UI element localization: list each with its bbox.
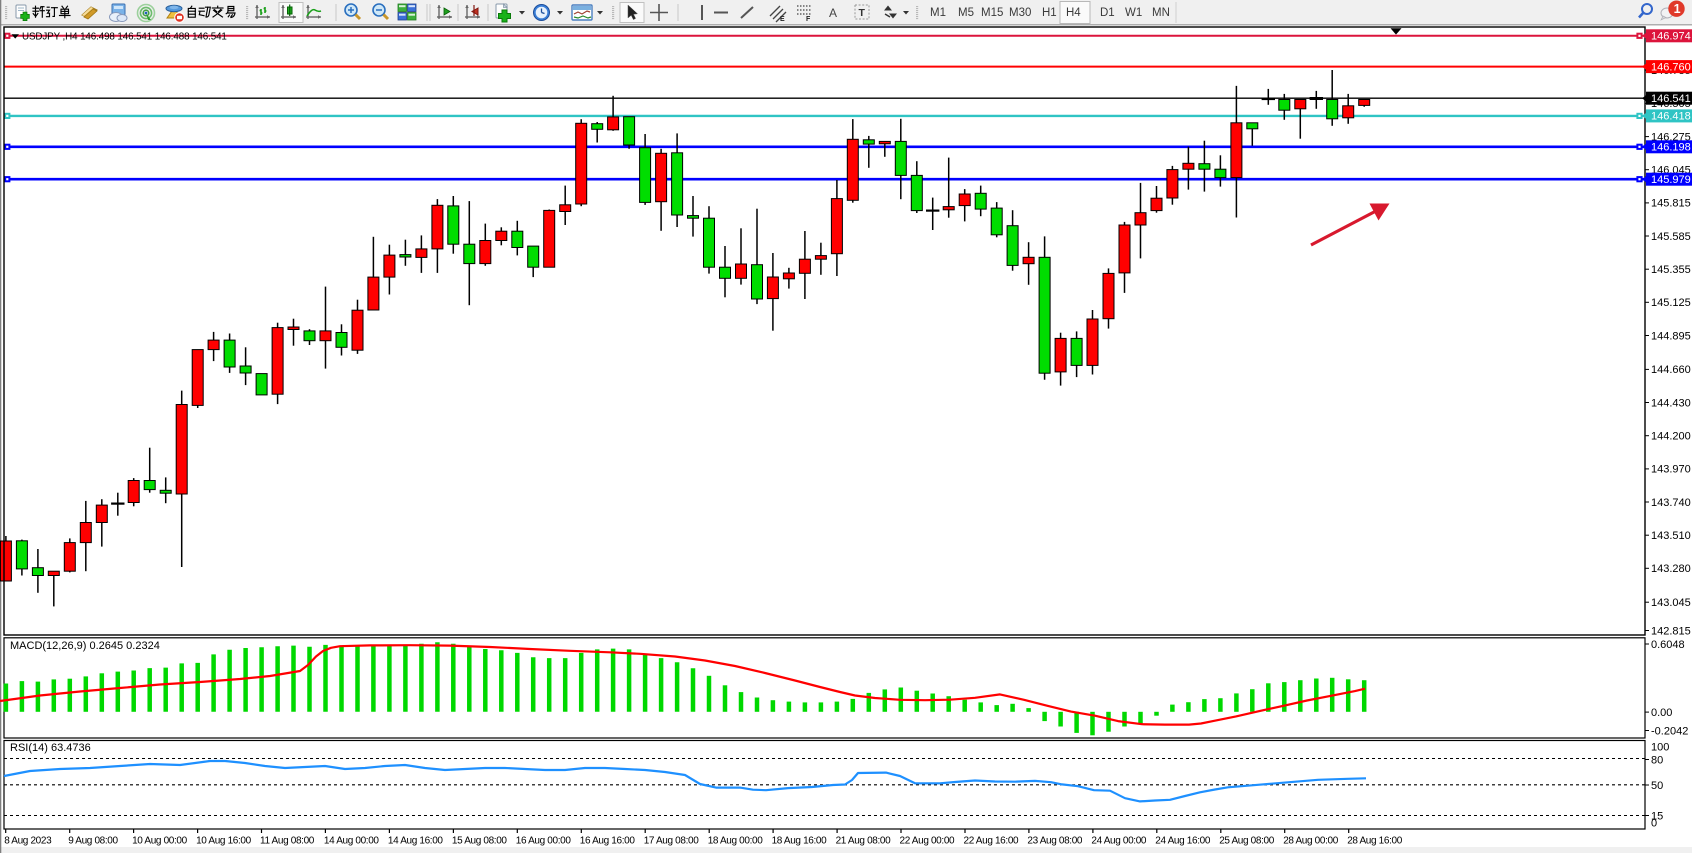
svg-text:145.979: 145.979 [1651, 174, 1691, 186]
svg-text:14 Aug 00:00: 14 Aug 00:00 [324, 836, 380, 847]
svg-text:18 Aug 16:00: 18 Aug 16:00 [772, 836, 828, 847]
svg-text:145.355: 145.355 [1651, 264, 1691, 276]
svg-text:143.280: 143.280 [1651, 563, 1691, 575]
svg-text:146.974: 146.974 [1651, 31, 1691, 43]
svg-text:D1: D1 [1100, 7, 1115, 19]
svg-text:M5: M5 [958, 7, 974, 19]
svg-text:RSI(14) 63.4736: RSI(14) 63.4736 [10, 742, 91, 754]
svg-text:28 Aug 16:00: 28 Aug 16:00 [1347, 836, 1403, 847]
svg-text:22 Aug 16:00: 22 Aug 16:00 [964, 836, 1020, 847]
svg-text:M30: M30 [1009, 7, 1031, 19]
svg-text:144.430: 144.430 [1651, 397, 1691, 409]
svg-text:21 Aug 08:00: 21 Aug 08:00 [836, 836, 892, 847]
svg-text:28 Aug 00:00: 28 Aug 00:00 [1283, 836, 1339, 847]
svg-text:14 Aug 16:00: 14 Aug 16:00 [388, 836, 444, 847]
svg-text:80: 80 [1651, 754, 1663, 766]
svg-text:50: 50 [1651, 780, 1663, 792]
svg-text:22 Aug 00:00: 22 Aug 00:00 [900, 836, 956, 847]
svg-text:144.895: 144.895 [1651, 330, 1691, 342]
svg-text:146.198: 146.198 [1651, 142, 1691, 154]
svg-text:9 Aug 08:00: 9 Aug 08:00 [68, 836, 118, 847]
svg-text:100: 100 [1651, 741, 1669, 753]
svg-text:E: E [780, 16, 785, 23]
svg-text:0.00: 0.00 [1651, 707, 1672, 719]
svg-text:11 Aug 08:00: 11 Aug 08:00 [260, 836, 315, 847]
svg-text:23 Aug 08:00: 23 Aug 08:00 [1027, 836, 1083, 847]
svg-text:146.418: 146.418 [1651, 111, 1691, 123]
svg-text:144.660: 144.660 [1651, 364, 1691, 376]
svg-text:10 Aug 00:00: 10 Aug 00:00 [132, 836, 188, 847]
svg-text:144.200: 144.200 [1651, 431, 1691, 443]
svg-text:0: 0 [1651, 817, 1657, 829]
svg-text:A: A [829, 6, 837, 20]
svg-text:143.970: 143.970 [1651, 464, 1691, 476]
svg-text:USDJPY ,H4 146.498 146.541 14: USDJPY ,H4 146.498 146.541 146.488 146.5… [22, 31, 227, 42]
svg-text:MACD(12,26,9) 0.2645 0.2324: MACD(12,26,9) 0.2645 0.2324 [10, 640, 160, 652]
svg-text:-0.2042: -0.2042 [1651, 725, 1688, 737]
svg-text:H1: H1 [1042, 7, 1057, 19]
svg-text:H4: H4 [1066, 7, 1081, 19]
svg-text:145.815: 145.815 [1651, 198, 1691, 210]
svg-text:15 Aug 08:00: 15 Aug 08:00 [452, 836, 508, 847]
svg-text:8 Aug 2023: 8 Aug 2023 [4, 836, 52, 847]
svg-text:143.045: 143.045 [1651, 597, 1691, 609]
svg-text:24 Aug 16:00: 24 Aug 16:00 [1155, 836, 1211, 847]
svg-text:0.6048: 0.6048 [1651, 639, 1685, 651]
svg-text:T: T [859, 7, 866, 19]
svg-text:146.541: 146.541 [1651, 93, 1691, 105]
svg-text:25 Aug 08:00: 25 Aug 08:00 [1219, 836, 1275, 847]
svg-text:145.125: 145.125 [1651, 297, 1691, 309]
svg-text:M15: M15 [981, 7, 1003, 19]
svg-text:146.760: 146.760 [1651, 61, 1691, 73]
svg-text:1: 1 [1674, 2, 1681, 16]
svg-text:17 Aug 08:00: 17 Aug 08:00 [644, 836, 700, 847]
svg-text:143.510: 143.510 [1651, 530, 1691, 542]
svg-text:145.585: 145.585 [1651, 231, 1691, 243]
svg-text:142.815: 142.815 [1651, 625, 1691, 637]
svg-text:16 Aug 16:00: 16 Aug 16:00 [580, 836, 636, 847]
svg-text:24 Aug 00:00: 24 Aug 00:00 [1091, 836, 1147, 847]
svg-text:M1: M1 [930, 7, 946, 19]
svg-text:W1: W1 [1125, 7, 1142, 19]
svg-text:18 Aug 00:00: 18 Aug 00:00 [708, 836, 764, 847]
svg-text:F: F [806, 16, 811, 23]
svg-text:15: 15 [1651, 810, 1663, 822]
svg-text:16 Aug 00:00: 16 Aug 00:00 [516, 836, 572, 847]
svg-text:MN: MN [1152, 7, 1170, 19]
svg-text:10 Aug 16:00: 10 Aug 16:00 [196, 836, 252, 847]
svg-text:143.740: 143.740 [1651, 497, 1691, 509]
